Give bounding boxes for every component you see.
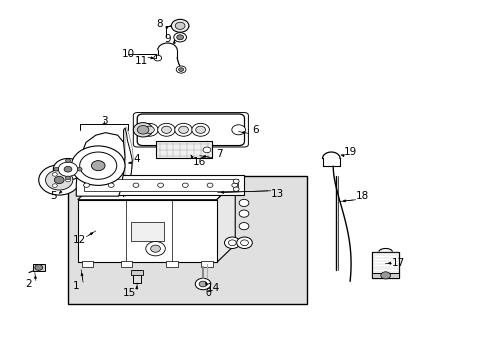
Circle shape (240, 240, 248, 246)
Circle shape (77, 167, 82, 171)
Circle shape (231, 183, 237, 187)
Circle shape (171, 19, 188, 32)
Text: 9: 9 (164, 35, 170, 44)
Text: 11: 11 (134, 56, 147, 66)
Circle shape (141, 123, 158, 136)
Circle shape (108, 183, 114, 187)
Circle shape (233, 187, 239, 191)
Circle shape (71, 146, 125, 185)
Text: 13: 13 (270, 189, 284, 199)
Bar (371, 252, 398, 278)
Text: 12: 12 (73, 235, 86, 245)
Circle shape (52, 172, 57, 176)
Text: 2: 2 (25, 279, 32, 289)
Circle shape (178, 126, 188, 134)
Circle shape (91, 161, 105, 171)
Circle shape (239, 199, 248, 207)
Text: 6: 6 (251, 125, 258, 135)
Circle shape (176, 35, 183, 40)
Circle shape (231, 125, 245, 135)
Text: 7: 7 (215, 149, 222, 159)
Bar (156, 141, 211, 158)
Circle shape (173, 33, 186, 42)
Text: 18: 18 (355, 191, 368, 201)
Circle shape (176, 66, 185, 73)
Bar (83, 179, 237, 192)
Polygon shape (76, 133, 125, 196)
Circle shape (52, 184, 57, 188)
Circle shape (65, 176, 70, 180)
Bar (166, 261, 178, 267)
Text: 5: 5 (50, 191, 57, 201)
Circle shape (53, 158, 82, 180)
Text: 10: 10 (122, 49, 135, 59)
Circle shape (175, 22, 184, 30)
Circle shape (154, 55, 161, 61)
Circle shape (161, 126, 171, 134)
Circle shape (83, 183, 89, 187)
Circle shape (133, 123, 153, 137)
Circle shape (64, 166, 72, 172)
Circle shape (144, 126, 154, 134)
Bar (120, 261, 132, 267)
Circle shape (158, 123, 175, 136)
Text: 15: 15 (123, 288, 136, 298)
Circle shape (224, 237, 240, 248)
Bar (371, 273, 398, 278)
Polygon shape (216, 182, 235, 262)
Circle shape (239, 210, 248, 217)
Text: 19: 19 (344, 147, 357, 157)
Circle shape (236, 237, 252, 248)
Circle shape (380, 272, 390, 279)
Circle shape (45, 170, 73, 190)
Circle shape (158, 183, 163, 187)
Circle shape (35, 265, 42, 270)
Circle shape (233, 179, 239, 183)
Circle shape (65, 178, 70, 182)
Text: 3: 3 (101, 116, 107, 126)
Circle shape (207, 183, 213, 187)
Text: 4: 4 (133, 154, 139, 164)
Bar (33, 264, 45, 271)
Circle shape (137, 126, 149, 134)
Circle shape (133, 183, 139, 187)
Bar (68, 176, 306, 304)
Circle shape (239, 222, 248, 230)
Circle shape (58, 162, 78, 176)
Circle shape (150, 245, 160, 252)
Bar (131, 270, 143, 275)
Circle shape (174, 123, 192, 136)
Text: 16: 16 (193, 157, 206, 167)
Circle shape (65, 159, 70, 162)
Polygon shape (78, 182, 235, 200)
Bar (78, 200, 216, 262)
Circle shape (54, 176, 64, 184)
Text: 1: 1 (73, 281, 80, 291)
Bar (130, 222, 163, 240)
Circle shape (203, 147, 210, 153)
Circle shape (228, 240, 236, 246)
Text: θ: θ (205, 288, 211, 298)
Circle shape (54, 167, 59, 171)
Circle shape (191, 123, 209, 136)
Circle shape (178, 68, 183, 71)
Circle shape (195, 278, 210, 290)
Text: 14: 14 (206, 283, 220, 293)
Bar (201, 261, 212, 267)
FancyBboxPatch shape (137, 114, 244, 145)
Circle shape (80, 152, 117, 179)
Circle shape (199, 281, 206, 287)
Circle shape (145, 242, 165, 256)
Circle shape (195, 126, 205, 134)
Bar (133, 270, 141, 283)
Text: 8: 8 (156, 19, 162, 30)
Circle shape (182, 183, 188, 187)
Bar (81, 261, 93, 267)
Circle shape (39, 165, 80, 195)
Text: 17: 17 (391, 258, 404, 268)
Bar (78, 175, 243, 195)
